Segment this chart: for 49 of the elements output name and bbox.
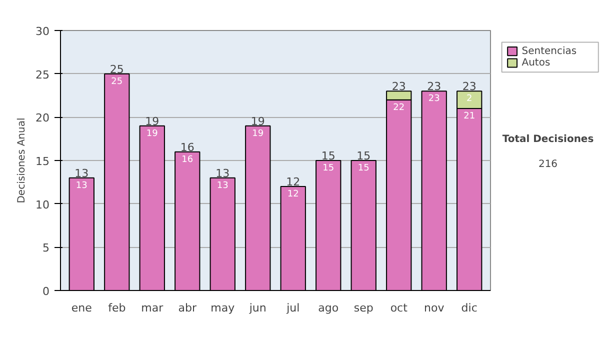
- x-tick-label: jun: [248, 302, 266, 314]
- data-label: 15: [322, 164, 334, 174]
- total-label: 23: [427, 80, 442, 94]
- data-label: 13: [76, 180, 88, 191]
- total-label: 15: [356, 150, 371, 162]
- total-label: 19: [250, 114, 265, 128]
- total-label: 13: [216, 166, 230, 180]
- x-tick-label: abr: [178, 302, 197, 314]
- data-label: 16: [182, 154, 194, 165]
- text: 216: [538, 159, 558, 170]
- data-label: 22: [393, 102, 405, 113]
- data-label: 2: [466, 94, 472, 104]
- legend-label: Sentencias: [522, 46, 577, 57]
- data-label: 19: [252, 128, 264, 139]
- y-tick-label: 25: [36, 68, 50, 82]
- data-label: 21: [464, 112, 476, 122]
- x-tick-label: dic: [461, 302, 478, 314]
- total-label: 13: [74, 166, 89, 180]
- y-tick-label: 30: [36, 25, 50, 38]
- x-tick-label: jul: [286, 302, 300, 314]
- total-label: 23: [462, 80, 476, 94]
- data-label: 13: [216, 180, 228, 191]
- total-label: 16: [180, 140, 194, 154]
- data-label: 15: [358, 164, 370, 174]
- y-tick-label: 15: [36, 155, 50, 168]
- y-tick-label: 20: [36, 112, 50, 125]
- data-label: 19: [146, 128, 158, 139]
- legend-label: Autos: [522, 58, 550, 68]
- y-tick-label: 10: [36, 198, 50, 212]
- data-label: 12: [287, 190, 299, 200]
- y-axis-title: Decisiones Anual: [16, 118, 28, 204]
- x-tick-label: oct: [390, 302, 408, 314]
- x-tick-label: nov: [424, 302, 445, 314]
- data-label: 23: [428, 94, 440, 104]
- data-label: 25: [111, 76, 123, 87]
- x-tick-label: mar: [141, 302, 164, 314]
- x-tick-label: feb: [108, 302, 126, 314]
- y-tick-label: 5: [42, 242, 50, 255]
- total-label: 19: [145, 114, 160, 128]
- total-label: 15: [321, 150, 336, 162]
- text: Total Decisiones: [502, 134, 594, 146]
- x-tick-label: sep: [354, 302, 374, 314]
- x-tick-label: ago: [318, 302, 339, 314]
- y-tick-label: 0: [42, 285, 50, 298]
- total-label: 25: [110, 62, 124, 76]
- x-tick-label: ene: [71, 302, 92, 314]
- x-tick-label: may: [210, 302, 236, 314]
- total-label: 12: [286, 176, 300, 188]
- total-label: 23: [392, 80, 406, 94]
